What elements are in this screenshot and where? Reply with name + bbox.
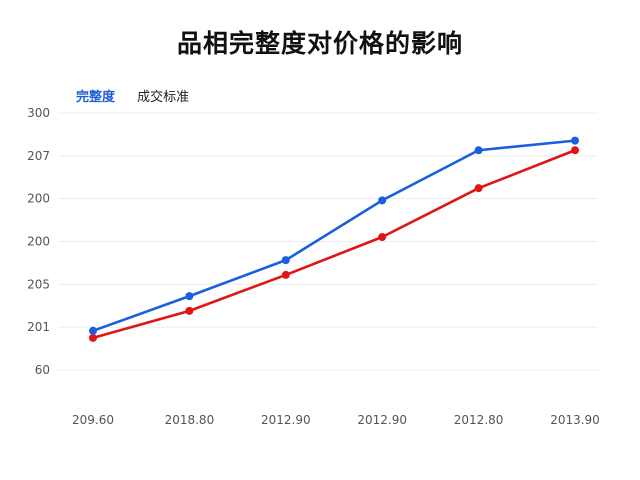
data-point	[474, 184, 483, 193]
data-point	[89, 333, 97, 342]
legend: 完整度 成交标准	[76, 86, 207, 105]
x-tick-label: 2013.90	[550, 413, 600, 427]
series-line	[91, 139, 577, 333]
x-tick-label: 2012.80	[454, 413, 504, 427]
data-point	[378, 196, 387, 205]
series-line	[91, 148, 577, 340]
y-tick-label: 300	[27, 106, 50, 120]
y-tick-label: 200	[27, 192, 50, 206]
data-point	[185, 306, 194, 315]
data-point	[474, 146, 483, 155]
data-point	[281, 256, 290, 265]
y-tick-label: 207	[27, 149, 50, 163]
y-tick-label: 201	[27, 320, 50, 334]
data-point	[89, 326, 97, 335]
chart-title: 品相完整度对价格的影响	[176, 29, 463, 58]
y-tick-label: 205	[27, 277, 50, 291]
data-point	[378, 233, 387, 242]
y-tick-label: 60	[35, 363, 50, 377]
data-point	[571, 136, 579, 145]
x-tick-label: 2012.90	[261, 413, 311, 427]
data-point	[281, 270, 290, 279]
x-tick-label: 2012.90	[357, 413, 407, 427]
data-point	[571, 146, 579, 155]
legend-item-series-1[interactable]: 完整度	[76, 90, 116, 105]
legend-item-series-2[interactable]: 成交标准	[137, 90, 190, 105]
data-point	[185, 292, 194, 301]
x-tick-label: 209.60	[72, 413, 114, 427]
y-tick-label: 200	[27, 235, 50, 249]
x-tick-label: 2018.80	[165, 413, 215, 427]
